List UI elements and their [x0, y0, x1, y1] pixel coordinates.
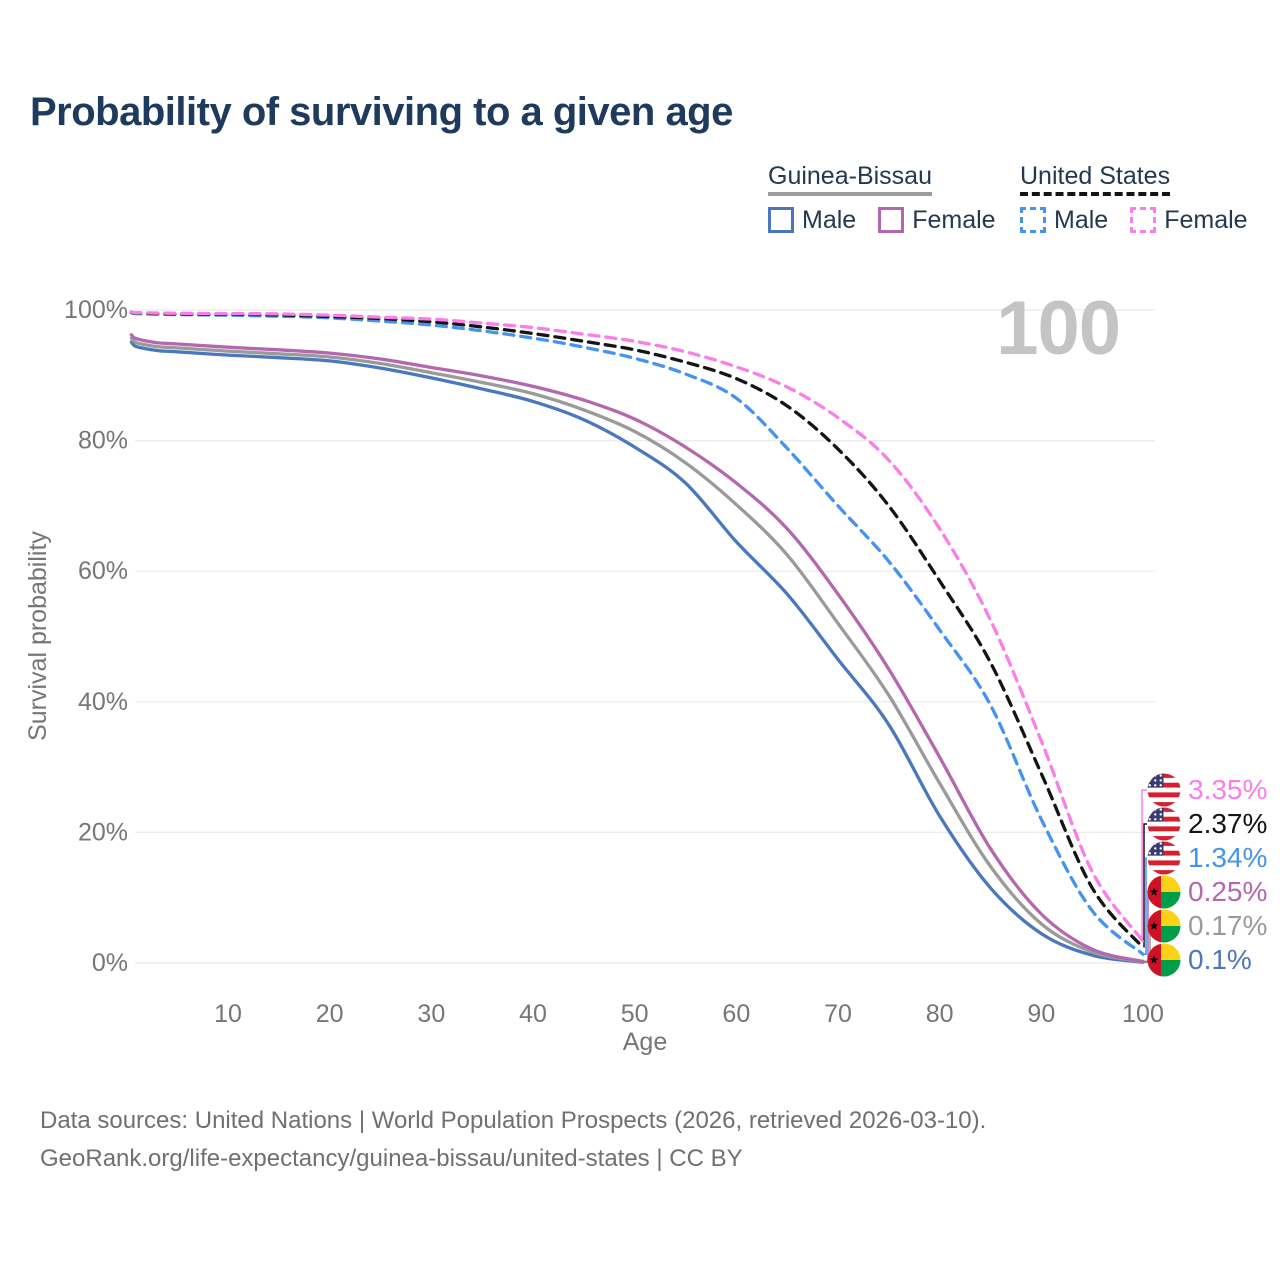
legend-item-guinea-bissau-male[interactable]: Male	[768, 205, 856, 235]
leader-united-states-female	[1141, 789, 1147, 942]
y-tick-0%: 0%	[92, 949, 128, 977]
line-guinea-bissau-total	[129, 336, 1145, 964]
page-title: Probability of surviving to a given age	[30, 90, 733, 134]
x-tick-80: 80	[926, 1000, 954, 1028]
line-united-states-male	[129, 310, 1145, 956]
y-tick-60%: 60%	[78, 557, 128, 585]
x-tick-30: 30	[417, 1000, 445, 1028]
legend-item-label: Female	[1164, 206, 1248, 234]
x-tick-100: 100	[1122, 1000, 1164, 1028]
x-tick-60: 60	[722, 1000, 750, 1028]
x-tick-20: 20	[316, 1000, 344, 1028]
line-guinea-bissau-female	[129, 333, 1145, 964]
line-guinea-bissau-male	[129, 340, 1145, 964]
legend-group-guinea-bissau: Guinea-Bissau Male Female	[768, 162, 1018, 235]
legend-swatch-united-states-female	[1130, 207, 1157, 233]
legend-group-title-guinea-bissau: Guinea-Bissau	[768, 162, 932, 196]
x-tick-70: 70	[824, 1000, 852, 1028]
leader-guinea-bissau-total	[1144, 925, 1151, 963]
legend-group-title-united-states: United States	[1020, 162, 1171, 196]
x-tick-90: 90	[1027, 1000, 1055, 1028]
footer: Data sources: United Nations | World Pop…	[40, 1102, 986, 1178]
leader-united-states-male	[1144, 857, 1147, 955]
y-tick-40%: 40%	[78, 688, 128, 716]
legend-item-label: Male	[802, 206, 857, 234]
legend-swatch-guinea-bissau-female	[878, 207, 905, 233]
legend-item-united-states-female[interactable]: Female	[1130, 205, 1248, 235]
x-tick-10: 10	[214, 1000, 242, 1028]
legend-group-united-states: United States Male Female	[1020, 162, 1270, 235]
y-tick-20%: 20%	[78, 818, 128, 846]
age-watermark: 100	[996, 286, 1121, 371]
line-united-states-female	[129, 309, 1145, 943]
y-tick-100%: 100%	[64, 296, 128, 324]
footer-attribution: GeoRank.org/life-expectancy/guinea-bissa…	[40, 1145, 743, 1172]
legend-item-label: Female	[912, 206, 996, 234]
footer-datasource: Data sources: United Nations | World Pop…	[40, 1107, 987, 1134]
legend-item-guinea-bissau-female[interactable]: Female	[878, 205, 996, 235]
x-tick-50: 50	[621, 1000, 649, 1028]
leader-united-states-total	[1143, 823, 1147, 948]
y-axis-label: Survival probability	[24, 531, 52, 741]
x-tick-40: 40	[519, 1000, 547, 1028]
legend-item-label: Male	[1054, 206, 1109, 234]
y-tick-80%: 80%	[78, 427, 128, 455]
legend-swatch-united-states-male	[1020, 207, 1046, 233]
legend-swatch-guinea-bissau-male	[768, 207, 794, 233]
x-axis-label: Age	[623, 1028, 667, 1056]
legend-item-united-states-male[interactable]: Male	[1020, 205, 1108, 235]
